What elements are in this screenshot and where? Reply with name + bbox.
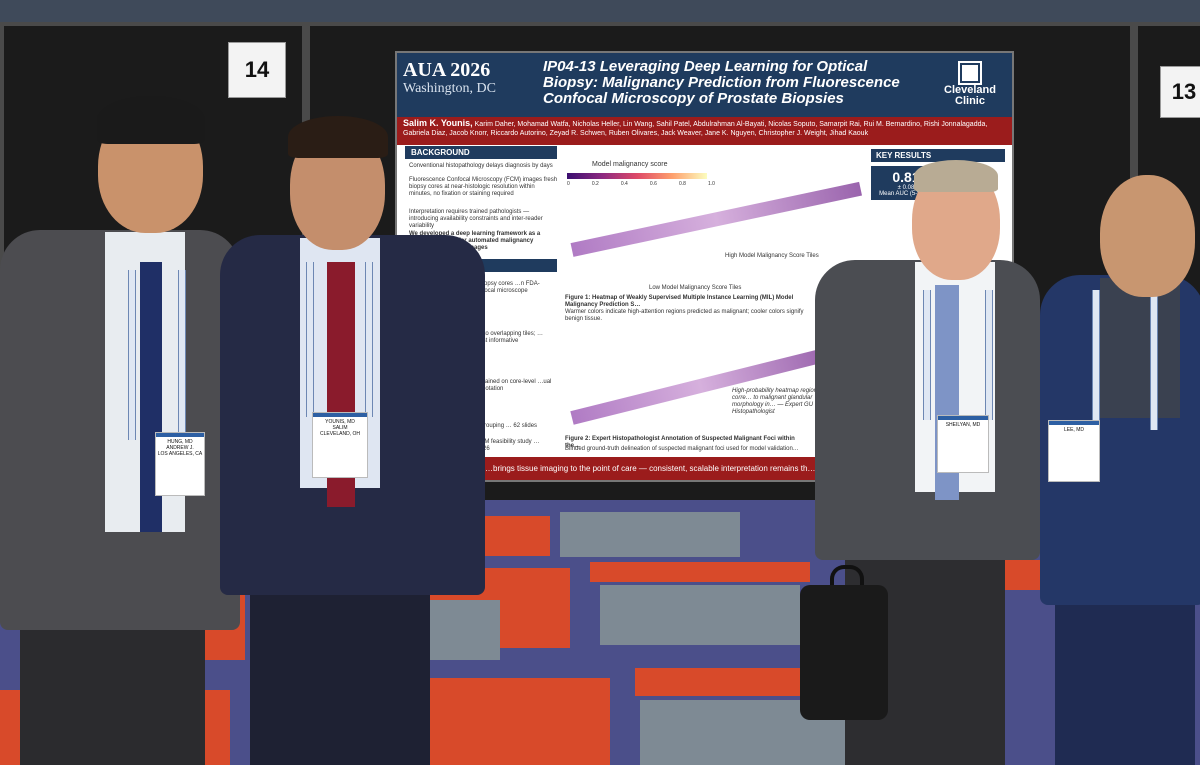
figure1-caption: Figure 1: Heatmap of Weakly Supervised M… <box>565 295 794 308</box>
briefcase <box>800 585 888 720</box>
author-list: Salim K. Younis, Karim Daher, Mohamad Wa… <box>397 117 1012 145</box>
pipeline-point: …vided into overlapping tiles; …ntifies … <box>457 331 544 344</box>
institution-logo: Cleveland Clinic <box>940 63 1000 107</box>
name-badge: SHEILYAN, MD <box>937 415 989 473</box>
badge-line: SALIM <box>332 425 348 431</box>
background-heading: BACKGROUND <box>405 146 557 159</box>
name-badge: HUNG, MD ANDREW J. LOS ANGELES, CA <box>155 432 205 496</box>
legend-tick: 0.2 <box>591 181 599 187</box>
heatmap-tissue-strip <box>570 181 863 257</box>
booth-number-left: 14 <box>228 42 286 98</box>
color-scale-bar <box>567 173 707 179</box>
poster-header: AUA 2026 Washington, DC IP04-13 Leveragi… <box>397 53 1012 117</box>
poster-title: IP04-13 Leveraging Deep Learning for Opt… <box>543 58 900 107</box>
low-tiles-label: Low Model Malignancy Score Tiles <box>649 285 742 291</box>
cleveland-clinic-icon <box>960 63 980 83</box>
background-point: Interpretation requires trained patholog… <box>409 209 543 229</box>
institution-name: Cleveland Clinic <box>944 84 996 107</box>
background-point: Conventional histopathology delays diagn… <box>409 163 553 169</box>
color-scale-ticks: 0 0.2 0.4 0.6 0.8 1.0 <box>567 181 715 187</box>
legend-tick: 0 <box>567 181 570 187</box>
badge-line: CLEVELAND, OH <box>319 431 360 437</box>
high-tiles-label: High Model Malignancy Score Tiles <box>725 253 819 259</box>
legend-tick: 1.0 <box>707 181 715 187</box>
pipeline-point: …ected biopsy cores …n FDA-cleared …ocal… <box>457 281 540 294</box>
badge-name: YOUNIS, MD <box>325 419 355 425</box>
key-result-value: 0.81 <box>892 169 920 185</box>
coauthors: Karim Daher, Mohamad Watfa, Nicholas Hel… <box>403 121 988 137</box>
booth-number-right: 13 <box>1160 66 1200 118</box>
name-badge: LEE, MD <box>1048 420 1100 482</box>
badge-line: ANDREW J. <box>166 445 194 451</box>
badge-name: HUNG, MD <box>167 439 193 445</box>
pipeline-point: …t-level grouping … 62 slides <box>457 423 538 429</box>
badge-line: LOS ANGELES, CA <box>157 451 203 457</box>
key-result-pm: ± 0.08 <box>897 185 915 191</box>
key-result-label: Mean AUC (5-fold… <box>879 191 933 197</box>
legend-tick: 0.4 <box>620 181 628 187</box>
legend-title: Model malignancy score <box>592 161 668 168</box>
legend-tick: 0.8 <box>678 181 686 187</box>
badge-name: SHEILYAN, MD <box>945 422 981 428</box>
name-badge: YOUNIS, MD SALIM CLEVELAND, OH <box>312 412 368 478</box>
figure2-note: High-probability heatmap regions corre… … <box>732 388 821 415</box>
figure2-caption: Figure 2: Expert Histopathologist Annota… <box>565 436 795 449</box>
badge-name: LEE, MD <box>1063 427 1084 433</box>
figure2-subcaption: Blinded ground-truth delineation of susp… <box>565 446 799 452</box>
briefcase-handle <box>830 565 864 599</box>
legend-tick: 0.6 <box>649 181 657 187</box>
key-results-heading: KEY RESULTS <box>871 149 1005 162</box>
background-point: Fluorescence Confocal Microscopy (FCM) i… <box>409 177 558 197</box>
conference-city: Washington, DC <box>403 81 496 96</box>
conference-name: AUA 2026 <box>403 59 491 81</box>
figure1-subcaption: Warmer colors indicate high-attention re… <box>565 309 804 322</box>
presenter-name: Salim K. Younis, <box>403 118 473 128</box>
